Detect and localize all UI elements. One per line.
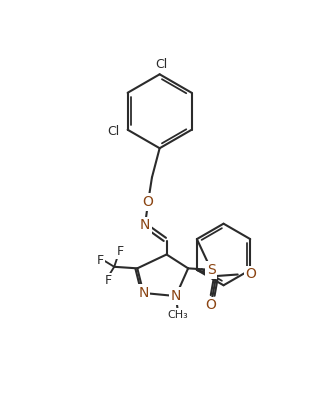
Text: O: O [143,195,154,209]
Text: Cl: Cl [155,58,167,71]
Text: CH₃: CH₃ [168,310,189,320]
Text: F: F [117,245,124,258]
Text: F: F [105,274,112,287]
Text: O: O [205,298,216,312]
Text: N: N [140,218,150,232]
Text: Cl: Cl [108,125,120,138]
Text: O: O [246,267,256,282]
Text: N: N [138,286,149,300]
Text: S: S [207,263,216,277]
Text: F: F [97,254,104,267]
Text: N: N [171,289,181,303]
